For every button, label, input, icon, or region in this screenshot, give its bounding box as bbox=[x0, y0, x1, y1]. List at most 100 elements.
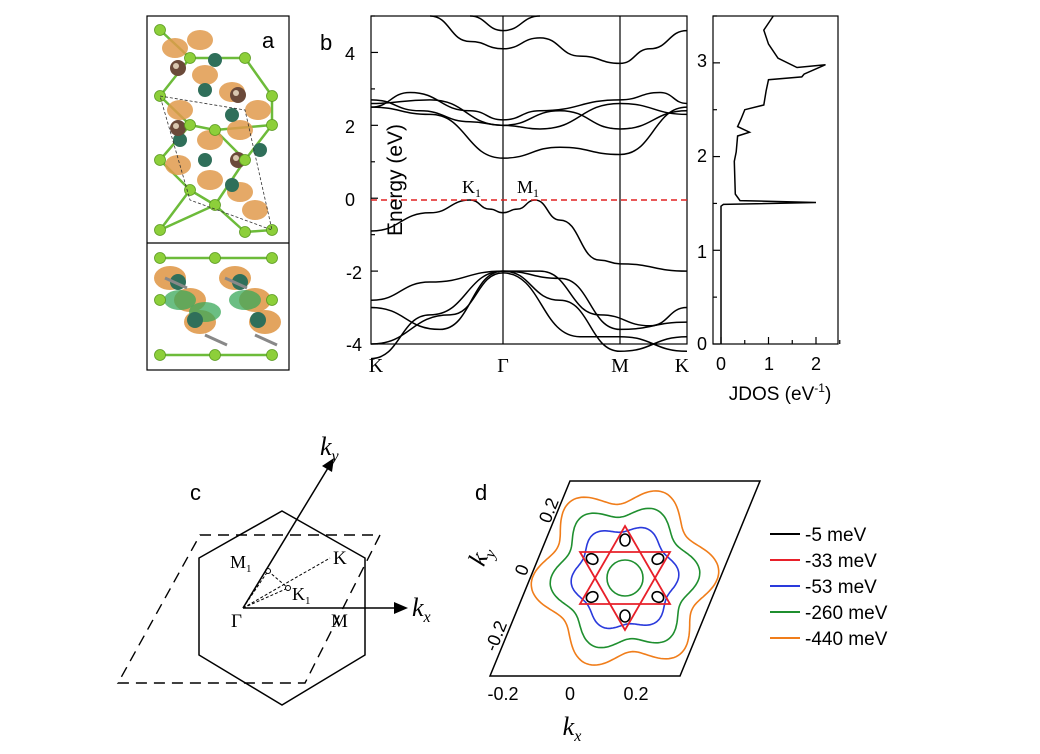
panel-jdos: 3 2 1 0 0 1 2 JDOS (eV-1) bbox=[697, 15, 841, 405]
contour-260-outer bbox=[549, 507, 701, 649]
band-ylabel: Energy (eV) bbox=[384, 124, 407, 236]
kx-arrowhead bbox=[394, 602, 408, 614]
panel-a-label: a bbox=[262, 28, 275, 53]
contour-5-pocket bbox=[585, 552, 599, 566]
d-xtick-neg02: -0.2 bbox=[487, 684, 518, 704]
band-10 bbox=[469, 15, 541, 32]
jdos-ytick-2: 2 bbox=[697, 146, 707, 166]
jdos-frame bbox=[712, 15, 839, 345]
band-4 bbox=[370, 199, 688, 272]
ky-axis bbox=[242, 467, 329, 609]
band-5 bbox=[370, 106, 688, 159]
side-atom-dark bbox=[250, 312, 266, 328]
bond bbox=[244, 124, 273, 161]
charge-lobe bbox=[165, 155, 191, 175]
kpath-label-m: M bbox=[611, 355, 629, 377]
crystal-side-view bbox=[154, 252, 281, 361]
contour-440 bbox=[530, 490, 720, 666]
charge-lobe bbox=[187, 30, 213, 50]
unit-cell-outline bbox=[159, 95, 273, 231]
atom-light bbox=[184, 52, 196, 64]
ky-label: ky bbox=[320, 432, 340, 465]
band-1 bbox=[370, 270, 688, 331]
side-atom-light bbox=[154, 294, 166, 306]
side-bond-grey bbox=[224, 276, 248, 290]
atom-highlight bbox=[233, 155, 239, 161]
atom-light bbox=[239, 226, 251, 238]
atom-highlight bbox=[233, 90, 239, 96]
kpath-label-gamma: Γ bbox=[497, 355, 509, 377]
d-xtick-0: 0 bbox=[565, 684, 575, 704]
jdos-ytick-3: 3 bbox=[697, 51, 707, 71]
bz-m-label: M bbox=[331, 611, 348, 632]
contour-33-a bbox=[578, 524, 672, 605]
side-charge-green bbox=[164, 290, 196, 310]
panel-c: c Γ M K M1 K1 kx ky bbox=[116, 432, 431, 706]
kpath-label-k-end: K bbox=[675, 355, 690, 377]
jdos-xtick-0: 0 bbox=[716, 354, 726, 374]
ky-arrowhead bbox=[322, 458, 334, 472]
band-9 bbox=[429, 15, 688, 65]
band-6 bbox=[370, 99, 688, 130]
m1k1-dotted bbox=[267, 570, 289, 589]
side-atom-light bbox=[209, 252, 221, 264]
annot-k1: K1 bbox=[462, 177, 481, 200]
bz-gamma-label: Γ bbox=[231, 611, 242, 632]
charge-lobe bbox=[167, 100, 193, 120]
atom-light bbox=[239, 154, 251, 166]
contour-5-pocket bbox=[651, 590, 665, 604]
atom-light bbox=[154, 24, 166, 36]
d-ytick-02: 0.2 bbox=[535, 495, 563, 526]
side-atom-light bbox=[154, 252, 166, 264]
band-ytick-neg4: -4 bbox=[346, 335, 362, 355]
atom-dark bbox=[208, 53, 222, 67]
band-7 bbox=[370, 91, 688, 121]
bz-k1-label: K1 bbox=[292, 584, 311, 607]
d-ylabel: ky bbox=[462, 541, 500, 571]
atom-light bbox=[239, 52, 251, 64]
panel-d-label: d bbox=[475, 480, 487, 505]
contour-5-pocket bbox=[585, 590, 599, 604]
charge-lobe bbox=[242, 200, 268, 220]
contour-5-pocket bbox=[619, 533, 631, 547]
charge-lobe bbox=[245, 100, 271, 120]
charge-lobe bbox=[197, 170, 223, 190]
atom-dark bbox=[198, 83, 212, 97]
atom-highlight bbox=[173, 123, 179, 129]
charge-lobe bbox=[192, 65, 218, 85]
atom-light bbox=[184, 119, 196, 131]
side-atom-light bbox=[266, 294, 278, 306]
side-atom-light bbox=[154, 349, 166, 361]
atom-light bbox=[266, 119, 278, 131]
atom-dark bbox=[173, 133, 187, 147]
contour-33-b bbox=[578, 551, 672, 632]
atom-light bbox=[154, 224, 166, 236]
atom-light bbox=[184, 184, 196, 196]
panel-a: a bbox=[146, 15, 290, 371]
gamma-k-dotted bbox=[242, 557, 331, 609]
atom-light bbox=[154, 154, 166, 166]
band-ytick-0: 0 bbox=[345, 190, 355, 210]
bond bbox=[214, 204, 246, 233]
contour-legend: -5 meV -33 meV -53 meV -260 meV -440 meV bbox=[770, 525, 888, 650]
atom-light bbox=[266, 90, 278, 102]
side-atom-dark bbox=[187, 312, 203, 328]
legend-label-1: -33 meV bbox=[805, 551, 877, 572]
k1-dotted bbox=[242, 587, 289, 609]
band-grid bbox=[371, 15, 621, 345]
side-atom-light bbox=[266, 349, 278, 361]
kx-label: kx bbox=[412, 593, 431, 626]
legend-label-4: -440 meV bbox=[805, 629, 888, 650]
band-0 bbox=[370, 270, 688, 360]
panel-b: b Energy (eV) 4 2 0 -2 -4 K Γ M K K1 M1 bbox=[320, 15, 690, 377]
band-plot-frame bbox=[370, 15, 688, 345]
panel-b-label: b bbox=[320, 30, 332, 55]
bz-hexagon bbox=[198, 510, 366, 706]
legend-label-2: -53 meV bbox=[805, 577, 877, 598]
atom-dark bbox=[198, 153, 212, 167]
atom-highlight bbox=[173, 63, 179, 69]
legend-label-0: -5 meV bbox=[805, 525, 867, 546]
k1-point bbox=[285, 585, 291, 591]
charge-lobe bbox=[162, 38, 188, 58]
band-ytick-neg2: -2 bbox=[346, 263, 362, 283]
